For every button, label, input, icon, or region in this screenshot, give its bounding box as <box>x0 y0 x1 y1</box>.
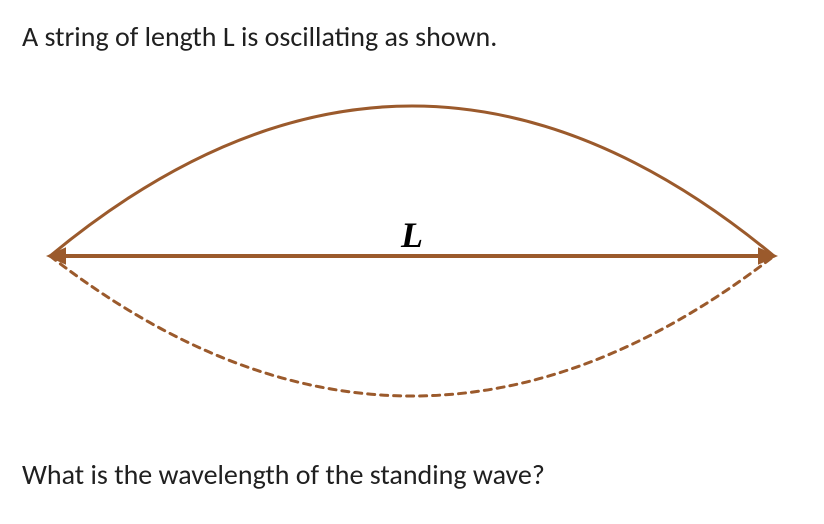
question-followup: What is the wavelength of the standing w… <box>22 456 802 494</box>
wave-svg <box>32 76 792 436</box>
question-prompt: A string of length L is oscillating as s… <box>22 18 802 56</box>
length-label: L <box>401 214 423 256</box>
wave-lower-envelope <box>50 256 774 396</box>
standing-wave-diagram: L <box>32 76 792 436</box>
